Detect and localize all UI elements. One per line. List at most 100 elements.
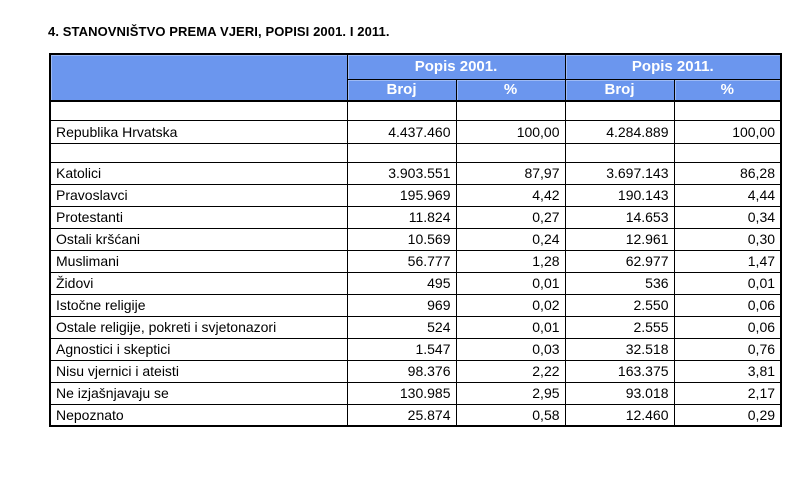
cell-broj-2011: 536 (564, 271, 675, 295)
header-popis-2001: Popis 2001. (346, 53, 566, 80)
row-label: Protestanti (49, 205, 348, 229)
cell-broj-2001: 25.874 (346, 403, 457, 427)
spacer-row (49, 100, 782, 121)
header-popis-2011: Popis 2011. (564, 53, 782, 80)
table-row-total: Republika Hrvatska 4.437.460 100,00 4.28… (49, 119, 782, 144)
cell-pct-2011: 0,34 (673, 205, 782, 229)
cell-pct-2011: 0,76 (673, 337, 782, 361)
cell-pct-2001: 0,01 (455, 271, 566, 295)
row-label: Ne izjašnjavaju se (49, 381, 348, 405)
row-label: Republika Hrvatska (49, 119, 348, 144)
row-label: Nepoznato (49, 403, 348, 427)
empty-cell (346, 100, 457, 121)
cell-broj-2011: 4.284.889 (564, 119, 675, 144)
table-row: Protestanti 11.824 0,27 14.653 0,34 (49, 205, 782, 229)
cell-broj-2011: 14.653 (564, 205, 675, 229)
cell-broj-2011: 62.977 (564, 249, 675, 273)
cell-broj-2011: 3.697.143 (564, 161, 675, 185)
table-row: Istočne religije 969 0,02 2.550 0,06 (49, 293, 782, 317)
cell-broj-2001: 10.569 (346, 227, 457, 251)
cell-broj-2011: 93.018 (564, 381, 675, 405)
table-row: Židovi 495 0,01 536 0,01 (49, 271, 782, 295)
cell-pct-2001: 4,42 (455, 183, 566, 207)
empty-cell (49, 100, 348, 121)
table-row: Agnostici i skeptici 1.547 0,03 32.518 0… (49, 337, 782, 361)
cell-broj-2011: 2.550 (564, 293, 675, 317)
cell-pct-2001: 0,01 (455, 315, 566, 339)
table-row: Nepoznato 25.874 0,58 12.460 0,29 (49, 403, 782, 427)
header-pct-2001: % (455, 78, 566, 102)
cell-pct-2001: 0,02 (455, 293, 566, 317)
page-title: 4. STANOVNIŠTVO PREMA VJERI, POPISI 2001… (48, 24, 390, 39)
cell-broj-2001: 4.437.460 (346, 119, 457, 144)
header-broj-2011: Broj (564, 78, 675, 102)
cell-broj-2001: 56.777 (346, 249, 457, 273)
header-corner-cell (49, 53, 348, 102)
empty-cell (673, 100, 782, 121)
cell-pct-2001: 2,95 (455, 381, 566, 405)
religion-census-table: Popis 2001. Popis 2011. Broj % Broj % Re… (49, 53, 783, 427)
cell-broj-2011: 190.143 (564, 183, 675, 207)
row-label: Katolici (49, 161, 348, 185)
cell-broj-2001: 98.376 (346, 359, 457, 383)
cell-broj-2001: 130.985 (346, 381, 457, 405)
cell-pct-2001: 0,24 (455, 227, 566, 251)
empty-cell (564, 100, 675, 121)
table-row: Muslimani 56.777 1,28 62.977 1,47 (49, 249, 782, 273)
cell-broj-2011: 32.518 (564, 337, 675, 361)
cell-pct-2011: 4,44 (673, 183, 782, 207)
table-row: Ostali kršćani 10.569 0,24 12.961 0,30 (49, 227, 782, 251)
cell-broj-2001: 11.824 (346, 205, 457, 229)
spacer-row (49, 142, 782, 163)
empty-cell (564, 142, 675, 163)
cell-pct-2011: 3,81 (673, 359, 782, 383)
table-row: Nisu vjernici i ateisti 98.376 2,22 163.… (49, 359, 782, 383)
table-row: Ne izjašnjavaju se 130.985 2,95 93.018 2… (49, 381, 782, 405)
empty-cell (455, 142, 566, 163)
header-pct-2011: % (673, 78, 782, 102)
cell-pct-2011: 0,06 (673, 293, 782, 317)
cell-broj-2011: 12.460 (564, 403, 675, 427)
cell-pct-2011: 86,28 (673, 161, 782, 185)
cell-pct-2001: 0,03 (455, 337, 566, 361)
row-label: Ostali kršćani (49, 227, 348, 251)
cell-broj-2001: 495 (346, 271, 457, 295)
empty-cell (346, 142, 457, 163)
cell-broj-2001: 195.969 (346, 183, 457, 207)
row-label: Ostale religije, pokreti i svjetonazori (49, 315, 348, 339)
cell-pct-2011: 1,47 (673, 249, 782, 273)
table-row: Ostale religije, pokreti i svjetonazori … (49, 315, 782, 339)
empty-cell (49, 142, 348, 163)
empty-cell (455, 100, 566, 121)
cell-broj-2011: 2.555 (564, 315, 675, 339)
cell-pct-2001: 0,27 (455, 205, 566, 229)
cell-broj-2011: 12.961 (564, 227, 675, 251)
cell-pct-2001: 0,58 (455, 403, 566, 427)
cell-pct-2011: 2,17 (673, 381, 782, 405)
cell-broj-2001: 3.903.551 (346, 161, 457, 185)
row-label: Nisu vjernici i ateisti (49, 359, 348, 383)
cell-broj-2001: 969 (346, 293, 457, 317)
cell-pct-2011: 0,30 (673, 227, 782, 251)
row-label: Židovi (49, 271, 348, 295)
cell-broj-2011: 163.375 (564, 359, 675, 383)
cell-pct-2011: 0,01 (673, 271, 782, 295)
row-label: Agnostici i skeptici (49, 337, 348, 361)
header-subcolumn-row: Broj % Broj % (50, 78, 782, 102)
cell-pct-2011: 0,29 (673, 403, 782, 427)
cell-broj-2001: 524 (346, 315, 457, 339)
cell-pct-2001: 1,28 (455, 249, 566, 273)
row-label: Muslimani (49, 249, 348, 273)
table-row: Pravoslavci 195.969 4,42 190.143 4,44 (49, 183, 782, 207)
header-broj-2001: Broj (346, 78, 457, 102)
cell-pct-2011: 100,00 (673, 119, 782, 144)
cell-pct-2001: 87,97 (455, 161, 566, 185)
cell-pct-2011: 0,06 (673, 315, 782, 339)
cell-pct-2001: 2,22 (455, 359, 566, 383)
header-group-row: Popis 2001. Popis 2011. (49, 53, 782, 102)
cell-pct-2001: 100,00 (455, 119, 566, 144)
cell-broj-2001: 1.547 (346, 337, 457, 361)
row-label: Pravoslavci (49, 183, 348, 207)
row-label: Istočne religije (49, 293, 348, 317)
